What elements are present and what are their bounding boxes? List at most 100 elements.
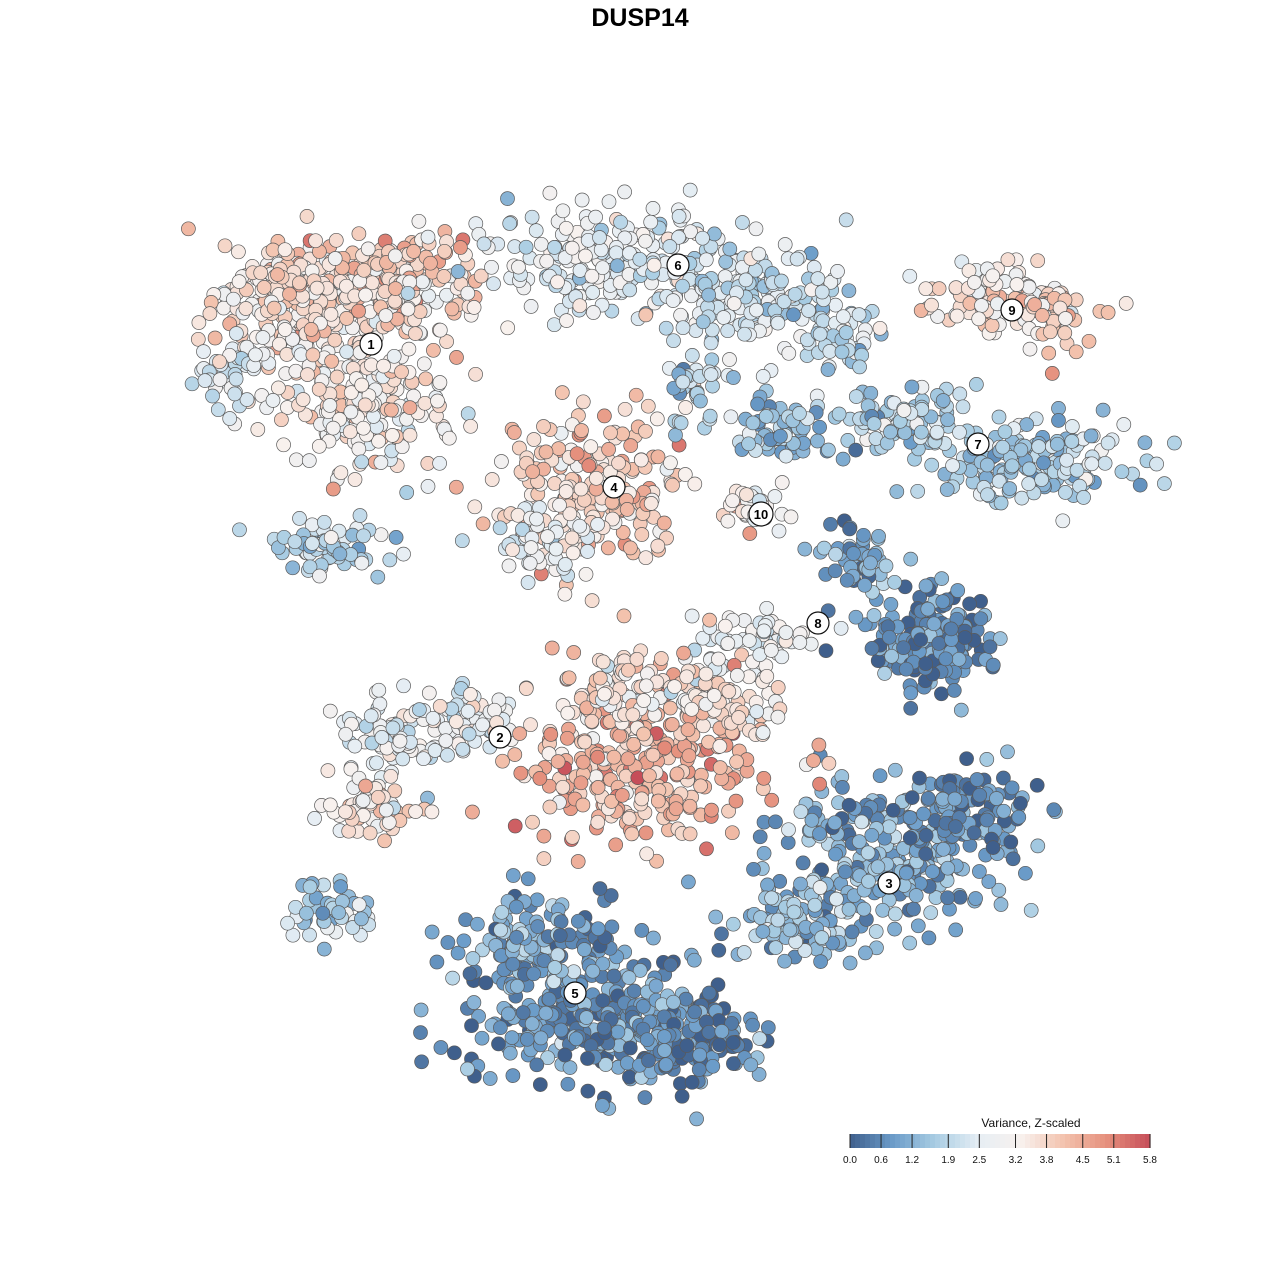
- cell-point: [586, 305, 601, 320]
- cell-point: [764, 792, 780, 808]
- cell-point: [1042, 324, 1058, 340]
- cell-point: [918, 578, 934, 594]
- cell-point: [510, 507, 526, 523]
- cell-point: [750, 396, 765, 412]
- cell-point: [731, 710, 746, 725]
- cell-point: [324, 353, 339, 369]
- cell-point: [783, 509, 799, 525]
- legend-swatch: [1125, 1134, 1131, 1148]
- cell-point: [658, 1057, 674, 1073]
- cell-point: [698, 666, 714, 682]
- cell-point: [329, 369, 345, 385]
- cell-point: [624, 826, 640, 842]
- cell-point: [542, 185, 558, 201]
- cell-point: [440, 935, 456, 950]
- cell-point: [354, 454, 369, 470]
- cell-point: [883, 596, 899, 612]
- cell-point: [540, 529, 555, 544]
- cell-point: [536, 419, 551, 434]
- cell-point: [842, 521, 857, 537]
- cell-point: [716, 310, 732, 325]
- cell-point: [622, 1040, 638, 1056]
- cell-point: [619, 502, 635, 517]
- cell-point: [455, 741, 471, 757]
- cell-point: [720, 513, 736, 529]
- cell-point: [345, 920, 360, 935]
- cell-point: [551, 441, 566, 456]
- cell-point: [316, 941, 332, 957]
- cell-point: [638, 825, 654, 841]
- legend-swatch: [990, 1134, 996, 1148]
- cell-point: [601, 194, 617, 210]
- cell-point: [868, 924, 884, 939]
- cell-point: [465, 804, 480, 820]
- cell-point: [518, 681, 534, 696]
- cell-point: [774, 273, 789, 289]
- cell-point: [553, 1022, 569, 1038]
- cell-point: [590, 780, 606, 795]
- cell-point: [427, 743, 443, 758]
- legend-tick-label: 5.8: [1143, 1155, 1157, 1166]
- legend-swatch: [1075, 1134, 1081, 1148]
- cell-point: [844, 924, 860, 940]
- cell-point: [231, 244, 246, 260]
- cell-point: [253, 265, 269, 281]
- cell-point: [302, 559, 318, 575]
- cell-point: [887, 574, 902, 590]
- cell-point: [277, 242, 293, 258]
- cell-point: [520, 871, 536, 887]
- cell-point: [530, 919, 546, 934]
- cell-point: [729, 754, 744, 770]
- cell-point: [532, 771, 548, 786]
- cell-point: [684, 348, 700, 363]
- cell-point: [1011, 809, 1027, 825]
- cell-point: [693, 778, 708, 794]
- cell-point: [476, 236, 492, 252]
- cell-point: [322, 398, 338, 413]
- cell-point: [328, 232, 344, 248]
- cell-point: [972, 864, 987, 879]
- cell-point: [382, 552, 398, 568]
- cell-point: [277, 322, 293, 337]
- cell-point: [333, 879, 348, 894]
- cell-point: [623, 540, 638, 556]
- cell-point: [695, 230, 710, 246]
- cell-point: [746, 861, 761, 877]
- cell-point: [974, 298, 989, 313]
- cell-point: [590, 921, 606, 937]
- cell-point: [529, 1057, 545, 1073]
- cell-point: [681, 748, 697, 764]
- cell-point: [543, 727, 559, 742]
- cell-point: [292, 511, 307, 526]
- cell-point: [687, 1004, 703, 1020]
- cell-point: [553, 914, 569, 930]
- cell-point: [952, 424, 967, 440]
- cell-point: [645, 747, 661, 763]
- cell-point: [980, 487, 995, 503]
- cell-point: [969, 377, 984, 392]
- cell-point: [852, 359, 867, 375]
- cell-point: [793, 804, 809, 820]
- cell-point: [299, 905, 314, 921]
- cell-point: [940, 890, 955, 906]
- cell-point: [834, 344, 850, 360]
- cell-point: [692, 1047, 708, 1063]
- cell-point: [722, 352, 737, 367]
- cell-point: [991, 882, 1007, 898]
- cell-point: [620, 1055, 635, 1071]
- cell-point: [339, 278, 354, 294]
- cell-point: [432, 698, 448, 714]
- cell-point: [432, 455, 447, 471]
- cell-point: [793, 876, 808, 892]
- cell-point: [493, 1020, 508, 1036]
- cell-point: [441, 430, 457, 446]
- cell-point: [440, 747, 455, 763]
- cell-point: [501, 1006, 516, 1022]
- cell-point: [814, 930, 830, 945]
- cell-point: [848, 389, 864, 404]
- cell-point: [362, 825, 378, 841]
- cell-point: [687, 476, 703, 492]
- cell-point: [302, 927, 317, 943]
- cell-point: [935, 393, 951, 408]
